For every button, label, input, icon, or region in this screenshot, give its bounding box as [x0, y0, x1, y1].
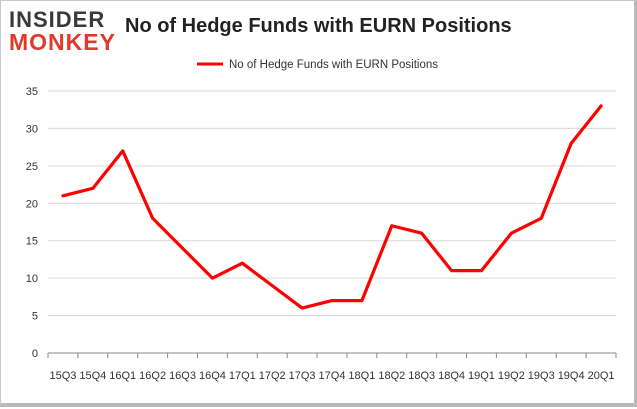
x-tick-label: 16Q3 — [169, 370, 196, 382]
y-tick-label: 30 — [26, 123, 38, 135]
x-tick-label: 18Q3 — [408, 370, 435, 382]
x-tick-label: 17Q2 — [259, 370, 286, 382]
y-tick-label: 5 — [32, 311, 38, 323]
x-tick-label: 17Q4 — [319, 370, 346, 382]
y-tick-label: 20 — [26, 198, 38, 210]
x-tick-label: 16Q1 — [109, 370, 136, 382]
y-tick-label: 0 — [32, 348, 38, 360]
x-tick-label: 15Q4 — [79, 370, 106, 382]
x-tick-label: 16Q4 — [199, 370, 226, 382]
x-tick-label: 20Q1 — [588, 370, 615, 382]
x-tick-label: 18Q4 — [438, 370, 465, 382]
x-tick-label: 19Q2 — [498, 370, 525, 382]
x-tick-label: 18Q2 — [378, 370, 405, 382]
y-tick-label: 10 — [26, 273, 38, 285]
x-tick-label: 17Q1 — [229, 370, 256, 382]
x-tick-label: 19Q4 — [558, 370, 585, 382]
x-tick-label: 18Q1 — [348, 370, 375, 382]
grid-lines — [48, 91, 616, 316]
x-tick-label: 19Q3 — [528, 370, 555, 382]
x-tick-label: 15Q3 — [49, 370, 76, 382]
legend-label: No of Hedge Funds with EURN Positions — [229, 59, 438, 71]
legend: No of Hedge Funds with EURN Positions — [197, 59, 438, 71]
x-tick-label: 17Q3 — [289, 370, 316, 382]
y-tick-label: 15 — [26, 236, 38, 248]
x-tick-label: 19Q1 — [468, 370, 495, 382]
y-tick-label: 35 — [26, 86, 38, 98]
x-tick-label: 16Q2 — [139, 370, 166, 382]
y-tick-label: 25 — [26, 161, 38, 173]
y-axis-ticks: 0 5 10 15 20 25 30 35 — [26, 86, 38, 360]
